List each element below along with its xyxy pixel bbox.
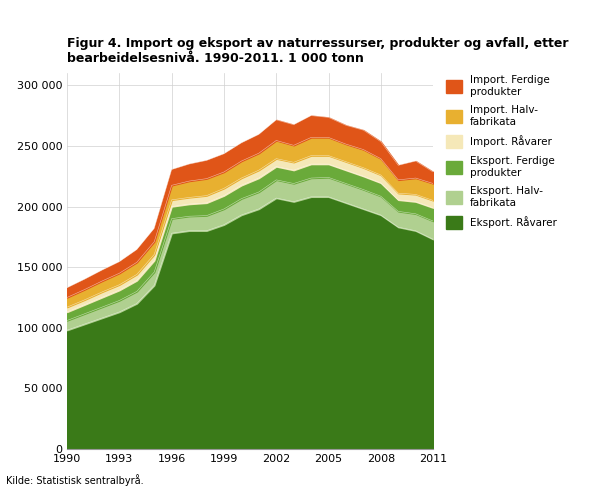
Text: Kilde: Statistisk sentralbyrå.: Kilde: Statistisk sentralbyrå. xyxy=(6,474,144,486)
Legend: Import. Ferdige
produkter, Import. Halv-
fabrikata, Import. Råvarer, Eksport. Fe: Import. Ferdige produkter, Import. Halv-… xyxy=(442,71,561,233)
Text: Figur 4. Import og eksport av naturressurser, produkter og avfall, etter
bearbei: Figur 4. Import og eksport av naturressu… xyxy=(67,37,569,65)
